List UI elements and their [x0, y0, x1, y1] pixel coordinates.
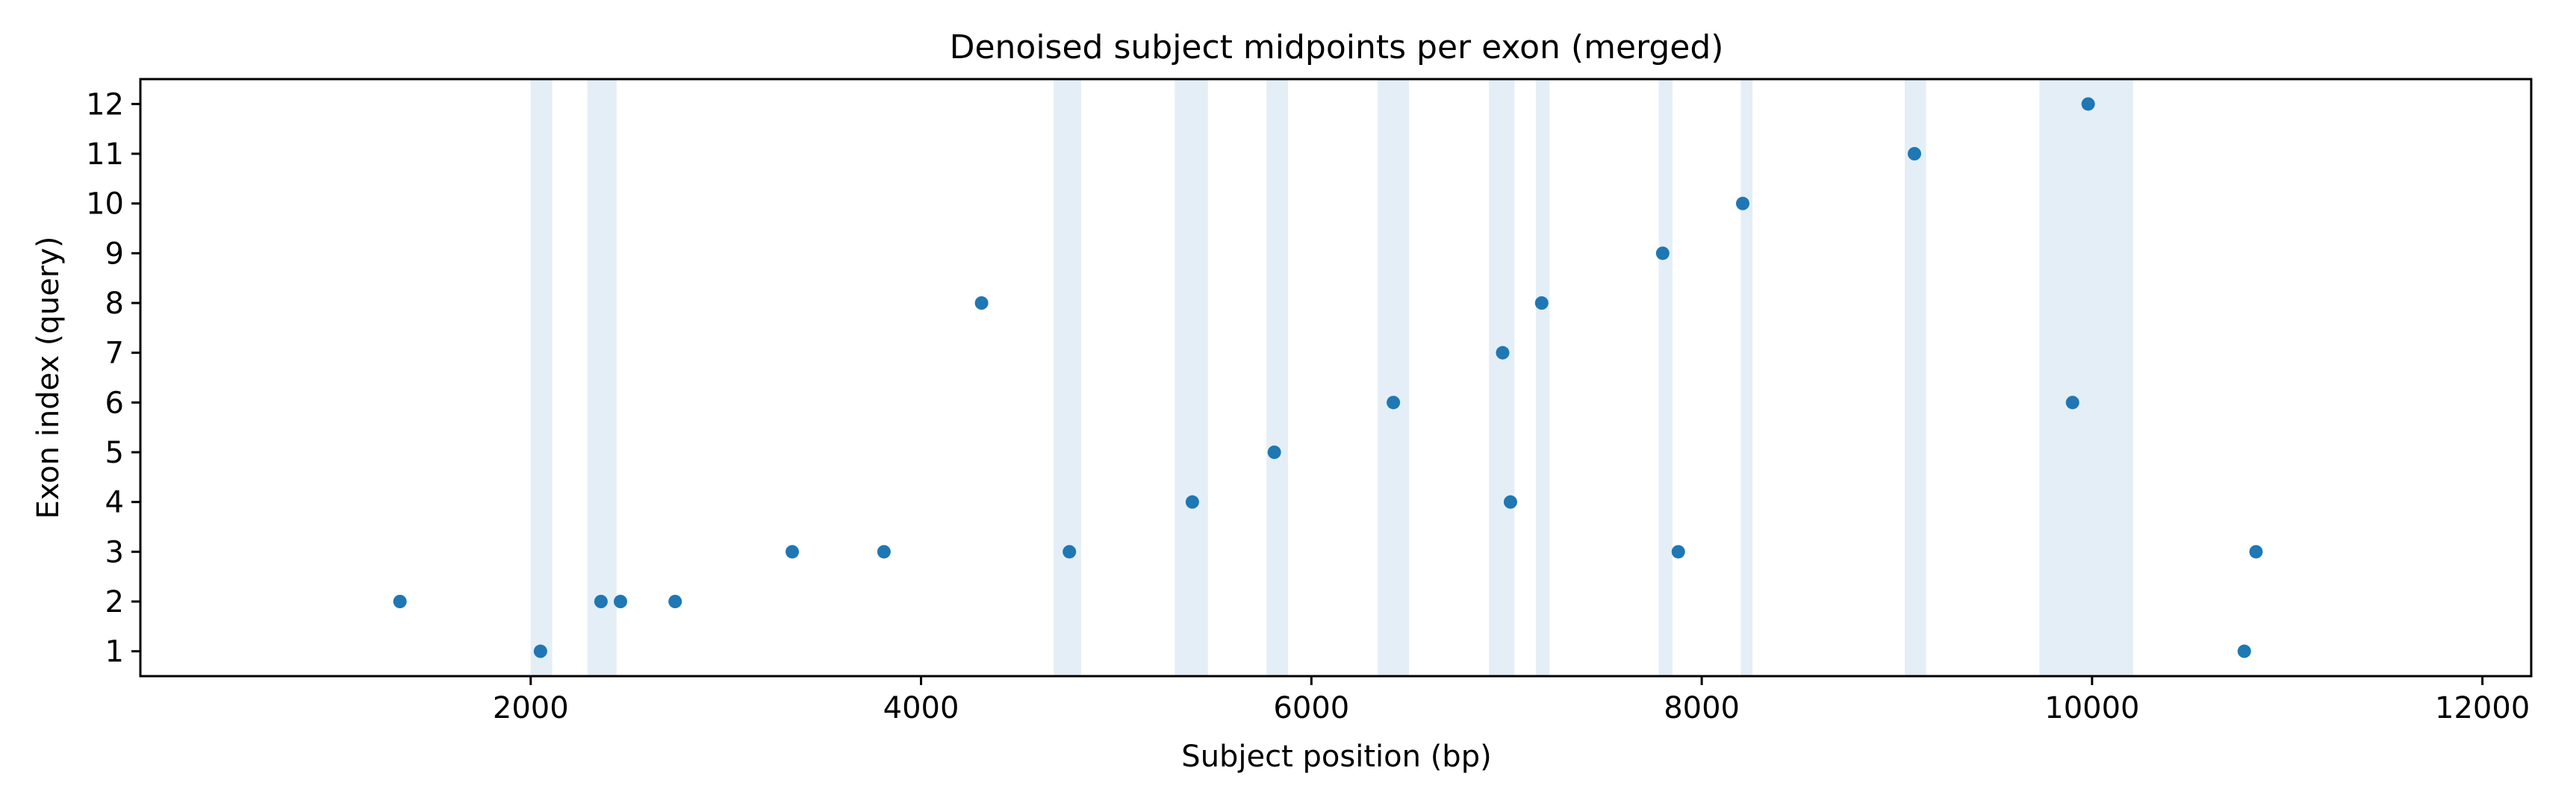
y-axis-label: Exon index (query): [31, 236, 66, 519]
data-point: [533, 644, 547, 658]
x-tick-label: 12000: [2435, 691, 2530, 725]
data-point: [2081, 97, 2095, 111]
data-point: [614, 595, 628, 608]
y-tick-label: 8: [105, 287, 124, 321]
data-point: [1267, 446, 1281, 459]
x-axis-label: Subject position (bp): [1181, 740, 1491, 774]
highlight-bands: [530, 79, 2133, 676]
y-tick-label: 3: [105, 535, 124, 569]
data-point: [2249, 545, 2263, 559]
data-point: [877, 545, 891, 559]
y-tick-label: 1: [105, 635, 124, 669]
y-tick-label: 5: [105, 436, 124, 470]
data-point: [1908, 147, 1922, 160]
highlight-band: [1054, 79, 1081, 676]
highlight-band: [1535, 79, 1550, 676]
x-axis: 2000 4000 6000 8000 10000 12000: [493, 676, 2530, 725]
data-point: [1496, 346, 1510, 360]
y-tick-label: 9: [105, 237, 124, 271]
x-tick-label: 8000: [1664, 691, 1740, 725]
y-tick-label: 7: [105, 337, 124, 371]
data-point: [2065, 396, 2079, 410]
data-point: [1655, 246, 1670, 260]
data-point: [785, 545, 800, 559]
data-point: [594, 595, 608, 608]
data-point: [1063, 545, 1077, 559]
y-tick-label: 6: [105, 386, 124, 420]
data-point: [2237, 644, 2251, 658]
highlight-band: [1266, 79, 1288, 676]
highlight-band: [1740, 79, 1753, 676]
highlight-band: [1175, 79, 1208, 676]
x-tick-label: 10000: [2044, 691, 2139, 725]
data-point: [974, 296, 989, 310]
x-tick-label: 6000: [1273, 691, 1349, 725]
y-tick-label: 4: [105, 486, 124, 520]
y-tick-label: 10: [86, 187, 124, 222]
highlight-band: [2039, 79, 2133, 676]
data-point: [1735, 196, 1749, 210]
data-points: [393, 97, 2263, 658]
data-point: [1387, 396, 1401, 410]
y-tick-label: 11: [86, 137, 124, 172]
highlight-band: [1489, 79, 1515, 676]
y-tick-label: 2: [105, 585, 124, 619]
highlight-band: [1904, 79, 1926, 676]
highlight-band: [1658, 79, 1673, 676]
data-point: [393, 595, 407, 608]
plot-frame: [139, 78, 2533, 678]
y-tick-label: 12: [86, 87, 124, 122]
x-tick-label: 4000: [883, 691, 959, 725]
highlight-band: [587, 79, 617, 676]
highlight-band: [530, 79, 553, 676]
chart-title: Denoised subject midpoints per exon (mer…: [950, 28, 1724, 66]
data-point: [1185, 495, 1199, 509]
highlight-band: [1378, 79, 1410, 676]
data-point: [1671, 545, 1685, 559]
data-point: [1503, 495, 1517, 509]
x-tick-label: 2000: [493, 691, 569, 725]
data-point: [668, 595, 682, 608]
data-point: [1534, 296, 1549, 310]
